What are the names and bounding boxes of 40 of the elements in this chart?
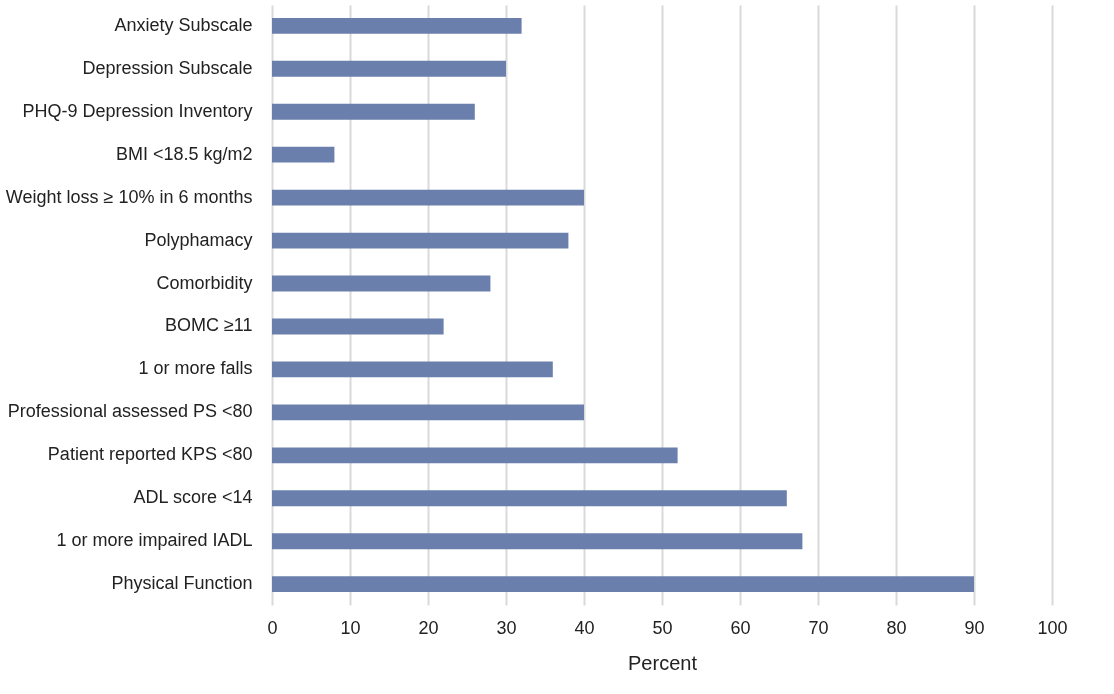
x-tick-label: 50 [652, 617, 673, 638]
x-tick-label: 100 [1037, 617, 1068, 638]
x-tick-label: 80 [886, 617, 907, 638]
y-tick-label: BOMC ≥11 [164, 315, 253, 336]
bar [272, 490, 787, 507]
bar [272, 232, 569, 249]
x-tick-label: 40 [574, 617, 595, 638]
x-tick-label: 0 [267, 617, 278, 638]
y-tick-label: Anxiety Subscale [114, 14, 253, 35]
x-tick-label: 20 [418, 617, 439, 638]
bar [272, 275, 491, 292]
bar [272, 60, 506, 77]
y-tick-label: Polyphamacy [144, 229, 253, 250]
x-tick-label: 30 [496, 617, 517, 638]
bar [272, 146, 335, 163]
y-tick-label: Physical Function [111, 573, 253, 594]
y-tick-label: Weight loss ≥ 10% in 6 months [5, 186, 253, 207]
x-tick-label: 90 [964, 617, 985, 638]
y-tick-label: ADL score <14 [133, 487, 253, 508]
bar [272, 17, 522, 34]
y-tick-label: 1 or more falls [138, 358, 253, 379]
x-tick-label: 10 [340, 617, 361, 638]
y-tick-label: 1 or more impaired IADL [56, 530, 253, 551]
bar [272, 103, 475, 120]
y-tick-label: BMI <18.5 kg/m2 [115, 143, 253, 164]
y-tick-label: Patient reported KPS <80 [47, 444, 253, 465]
x-tick-label: 60 [730, 617, 751, 638]
y-tick-label: Comorbidity [156, 272, 253, 293]
bar [272, 533, 803, 550]
bar [272, 447, 678, 464]
bar [272, 361, 553, 378]
bar [272, 404, 584, 421]
y-tick-label: Depression Subscale [82, 57, 253, 78]
bar [272, 189, 584, 206]
x-tick-label: 70 [808, 617, 829, 638]
y-tick-label: Professional assessed PS <80 [7, 401, 253, 422]
x-axis-title: Percent [628, 651, 698, 674]
bar [272, 318, 444, 335]
bar [272, 576, 974, 593]
y-tick-label: PHQ-9 Depression Inventory [22, 100, 253, 121]
